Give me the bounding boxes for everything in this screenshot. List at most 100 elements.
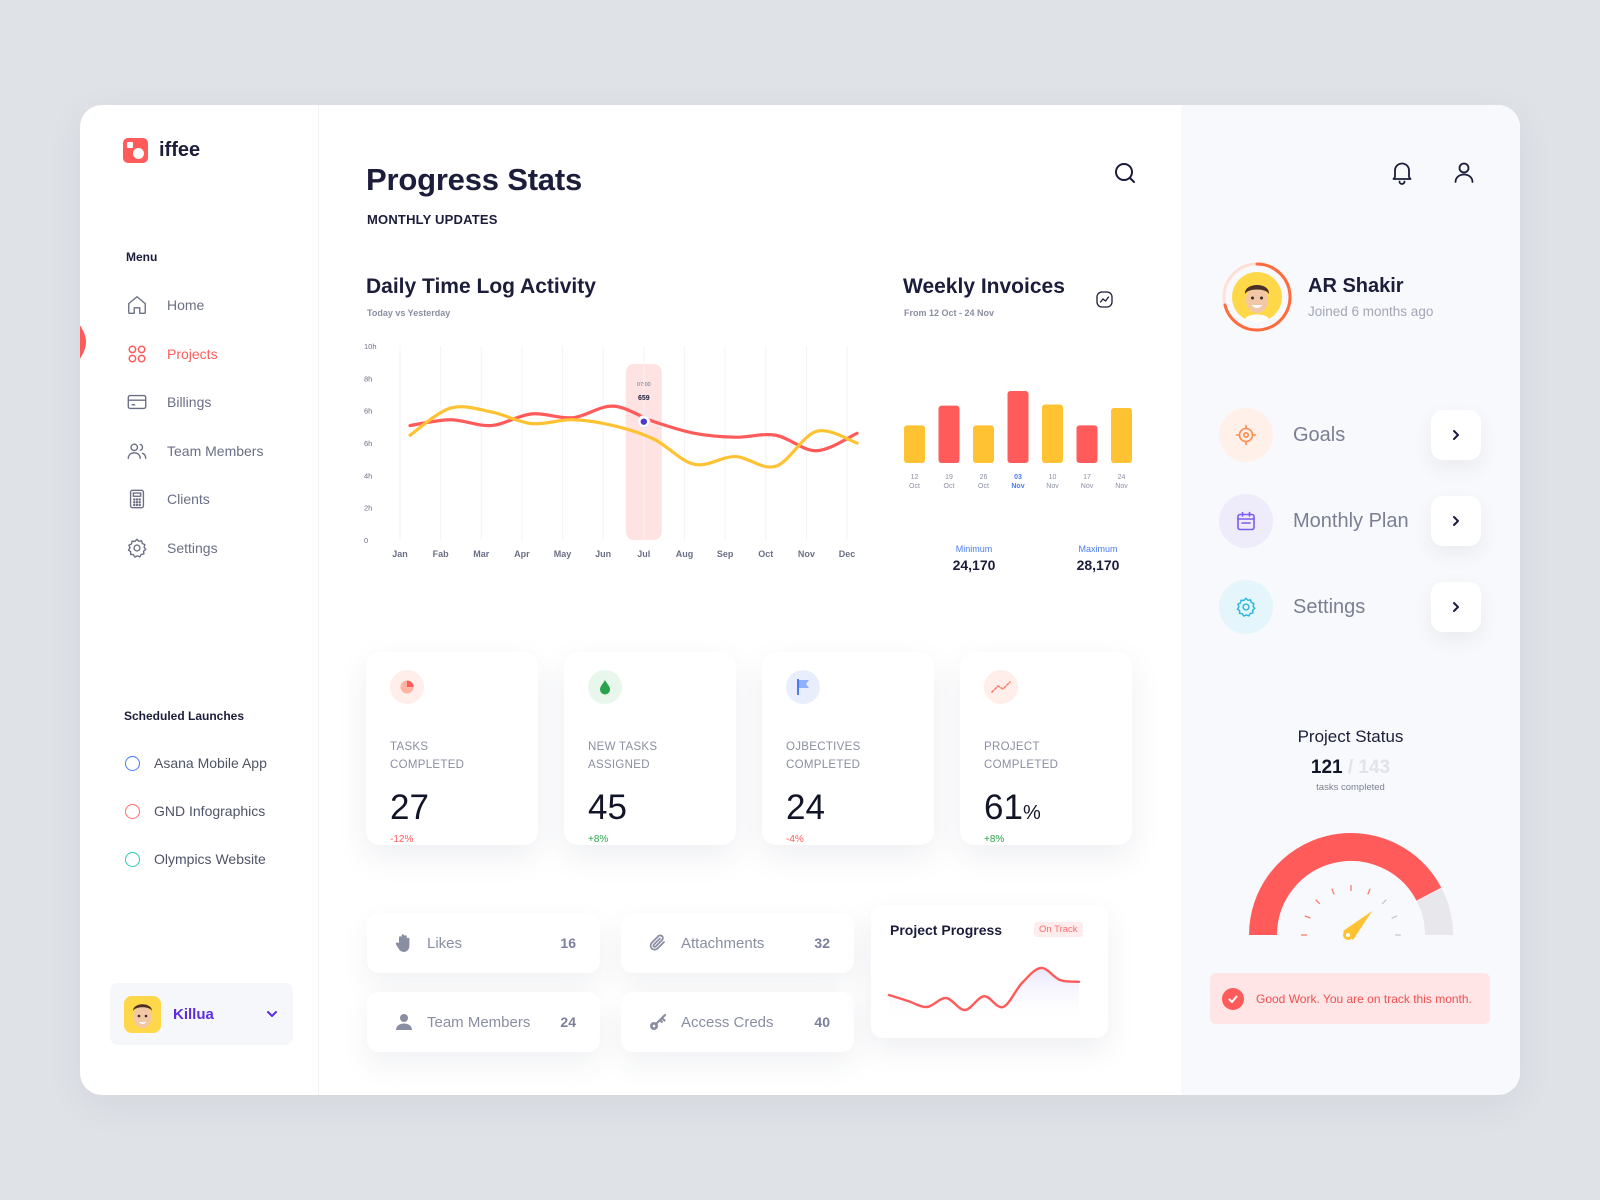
bar-month-label: Nov xyxy=(1081,483,1094,490)
user-switcher[interactable]: Killua xyxy=(110,983,293,1045)
sidebar-item-projects[interactable]: Projects xyxy=(126,330,263,379)
bell-icon[interactable] xyxy=(1389,159,1415,185)
scheduled-item-label: Asana Mobile App xyxy=(154,755,267,771)
flag-icon xyxy=(786,670,820,704)
gauge-progress-arc xyxy=(1249,833,1442,936)
bar-month-label: Nov xyxy=(1046,483,1059,490)
scheduled-item[interactable]: Olympics Website xyxy=(125,835,267,883)
stat-label: NEW TASKS ASSIGNED xyxy=(588,741,658,771)
x-tick-label: Sep xyxy=(717,549,734,559)
attachments-card[interactable]: Attachments 32 xyxy=(621,913,854,973)
access-creds-count: 40 xyxy=(814,1014,830,1030)
stat-delta: +8% xyxy=(588,834,609,845)
sidebar-item-billings[interactable]: Billings xyxy=(126,378,263,427)
scheduled-item[interactable]: Asana Mobile App xyxy=(125,739,267,787)
project-progress-chart xyxy=(887,966,1081,1025)
minimum-value: 24,170 xyxy=(952,557,996,573)
x-tick-label: Oct xyxy=(758,549,773,559)
profile-avatar[interactable] xyxy=(1221,261,1293,333)
trend-chart-icon[interactable] xyxy=(1096,291,1113,308)
progress-line xyxy=(887,966,1081,1012)
stat-card-project-completed[interactable]: PROJECT COMPLETED 61% +8% xyxy=(960,652,1132,845)
monthly-plan-item[interactable]: Monthly Plan xyxy=(1219,494,1481,548)
attachments-count: 32 xyxy=(814,935,830,951)
target-icon xyxy=(1219,408,1273,462)
users-icon xyxy=(127,443,147,459)
home-icon xyxy=(128,296,146,315)
status-ring-icon xyxy=(125,755,140,771)
status-message: Good Work. You are on track this month. xyxy=(1210,973,1490,1024)
highlight-value-label: 659 xyxy=(638,395,650,402)
status-ring-icon xyxy=(125,803,140,819)
search-icon[interactable] xyxy=(1112,160,1138,186)
highlight-time-label: 07:00 xyxy=(637,382,651,388)
access-creds-card[interactable]: Access Creds 40 xyxy=(621,992,854,1052)
invoice-bar xyxy=(938,405,960,463)
team-members-card[interactable]: Team Members 24 xyxy=(367,992,600,1052)
stat-value: 45 xyxy=(588,788,627,827)
drop-icon xyxy=(588,670,622,704)
bar-day-label: 10 xyxy=(1049,474,1057,481)
grid-icon xyxy=(128,345,146,363)
stat-delta: +8% xyxy=(984,834,1005,845)
likes-card[interactable]: Likes 16 xyxy=(367,913,600,973)
y-tick-label: 10h xyxy=(364,342,377,351)
gauge-remaining-arc xyxy=(1416,887,1453,936)
logo[interactable]: iffee xyxy=(123,138,200,163)
stat-delta: -12% xyxy=(390,834,414,845)
chevron-right-icon[interactable] xyxy=(1431,410,1481,460)
daily-log-subtitle: Today vs Yesterday xyxy=(367,308,451,318)
team-members-count: 24 xyxy=(560,1014,576,1030)
sidebar-menu: Home Projects Billings Team Members Clie… xyxy=(126,281,263,572)
y-tick-label: 8h xyxy=(364,374,372,383)
gauge-tick xyxy=(1381,899,1387,905)
sidebar-item-home[interactable]: Home xyxy=(126,281,263,330)
chevron-right-icon[interactable] xyxy=(1431,582,1481,632)
highlight-point xyxy=(640,418,648,425)
invoice-bar xyxy=(1076,425,1098,463)
stat-label: PROJECT COMPLETED xyxy=(984,741,1059,771)
bar-day-label: 12 xyxy=(911,474,919,481)
minimum-label: Minimum xyxy=(955,544,993,554)
bar-month-label: Oct xyxy=(978,483,989,490)
y-tick-label: 6h xyxy=(364,407,372,416)
avatar xyxy=(124,995,161,1033)
sidebar-item-clients[interactable]: Clients xyxy=(126,475,263,524)
x-tick-label: Fab xyxy=(433,549,450,559)
page-title: Progress Stats xyxy=(366,162,583,197)
stat-card-objectives[interactable]: OJBECTIVES COMPLETED 24 -4% xyxy=(762,652,934,845)
scheduled-item[interactable]: GND Infographics xyxy=(125,787,267,835)
x-tick-label: Apr xyxy=(514,549,530,559)
sidebar-item-settings[interactable]: Settings xyxy=(126,524,263,573)
sidebar-item-team-members[interactable]: Team Members xyxy=(126,427,263,476)
profile-icon[interactable] xyxy=(1451,159,1477,185)
app-window: iffee Menu Home Projects Billings Team M… xyxy=(80,105,1520,1095)
key-icon xyxy=(650,1013,667,1030)
calculator-icon xyxy=(129,489,145,509)
invoice-bar xyxy=(973,425,994,463)
chevron-right-icon[interactable] xyxy=(1431,496,1481,546)
goals-item[interactable]: Goals xyxy=(1219,408,1481,462)
stat-card-tasks-completed[interactable]: TASKS COMPLETED 27 -12% xyxy=(366,652,538,845)
invoice-bar xyxy=(1042,404,1063,463)
bar-month-label: Nov xyxy=(1011,483,1024,490)
weekly-invoices-title: Weekly Invoices xyxy=(903,275,1065,298)
status-badge: On Track xyxy=(1034,922,1083,937)
settings-item[interactable]: Settings xyxy=(1219,580,1481,634)
bar-day-label: 03 xyxy=(1014,474,1022,481)
series-line xyxy=(408,404,859,453)
page-subtitle: MONTHLY UPDATES xyxy=(367,212,498,227)
y-tick-label: 4h xyxy=(364,471,372,480)
maximum-label: Maximum xyxy=(1078,544,1118,554)
gear-icon xyxy=(127,538,147,558)
project-progress-card[interactable]: Project Progress On Track xyxy=(871,905,1108,1038)
status-message-text: Good Work. You are on track this month. xyxy=(1256,991,1472,1006)
profile-name: AR Shakir xyxy=(1308,275,1404,297)
stat-card-new-tasks[interactable]: NEW TASKS ASSIGNED 45 +8% xyxy=(564,652,736,845)
stat-value: 24 xyxy=(786,788,825,827)
gauge-tick xyxy=(1367,888,1371,895)
menu-title: Menu xyxy=(126,250,158,264)
goals-label: Goals xyxy=(1293,423,1346,446)
x-tick-label: Jan xyxy=(392,549,408,559)
y-tick-label: 6h xyxy=(364,439,372,448)
